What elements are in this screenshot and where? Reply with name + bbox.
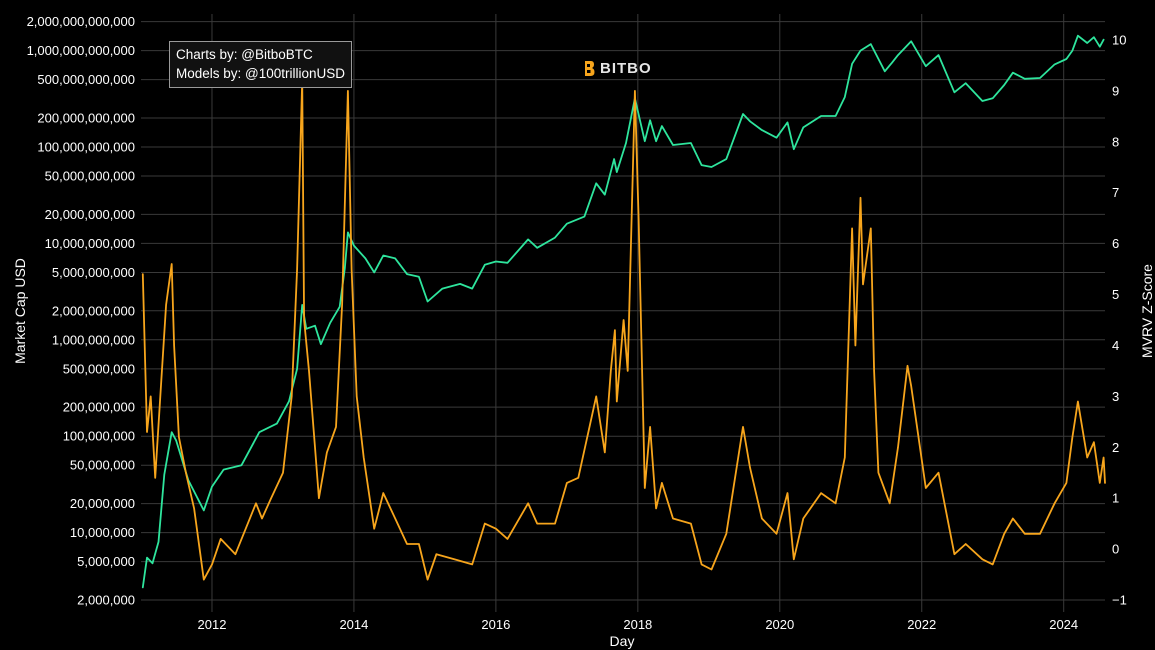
- y-axis-title: Market Cap USD: [12, 258, 28, 364]
- x-tick-label: 2018: [623, 617, 652, 632]
- y2-tick-label: −1: [1112, 593, 1127, 608]
- y-tick-label: 200,000,000,000: [37, 111, 135, 126]
- x-tick-label: 2014: [339, 617, 368, 632]
- models-credit: Models by: @100trillionUSD: [176, 66, 346, 81]
- series-layer: [141, 34, 1106, 589]
- x-tick-label: 2024: [1049, 617, 1078, 632]
- y2-tick-label: 3: [1112, 389, 1119, 404]
- y2-tick-label: 9: [1112, 83, 1119, 98]
- mvrv-z-score-line: [141, 79, 1106, 581]
- bitbo-logo: BITBO: [583, 60, 652, 77]
- y2-tick-label: 5: [1112, 287, 1119, 302]
- credits-box: Charts by: @BitboBTC Models by: @100tril…: [169, 41, 353, 88]
- gridlines: [141, 14, 1105, 612]
- y2-tick-label: 8: [1112, 134, 1119, 149]
- bitbo-logo-icon: [585, 61, 595, 76]
- y-tick-label: 20,000,000,000: [45, 207, 135, 222]
- x-tick-label: 2020: [765, 617, 794, 632]
- x-tick-label: 2022: [907, 617, 936, 632]
- y2-tick-label: 2: [1112, 440, 1119, 455]
- y-tick-label: 50,000,000: [70, 458, 135, 473]
- x-tick-label: 2016: [481, 617, 510, 632]
- market-cap-line: [141, 34, 1105, 589]
- y-tick-label: 500,000,000,000: [37, 72, 135, 87]
- y2-tick-label: 6: [1112, 236, 1119, 251]
- y2-tick-label: 4: [1112, 338, 1119, 353]
- y2-axis-ticks: −1 0 1 2 3 4 5 6 7 8 9 10: [1112, 33, 1127, 608]
- y-tick-label: 10,000,000,000: [45, 236, 135, 251]
- y-tick-label: 2,000,000: [77, 592, 135, 607]
- y2-tick-label: 0: [1112, 542, 1119, 557]
- y-tick-label: 100,000,000: [63, 429, 135, 444]
- y-tick-label: 500,000,000: [63, 361, 135, 376]
- y-tick-label: 10,000,000: [70, 525, 135, 540]
- x-axis-ticks: 2012 2014 2016 2018 2020 2022 2024: [198, 617, 1079, 632]
- y2-axis-title: MVRV Z-Score: [1139, 264, 1155, 358]
- y-tick-label: 100,000,000,000: [37, 140, 135, 155]
- y2-tick-label: 1: [1112, 491, 1119, 506]
- bitbo-logo-text: BITBO: [600, 60, 652, 77]
- y-tick-label: 1,000,000,000,000: [27, 43, 135, 58]
- y-tick-label: 20,000,000: [70, 496, 135, 511]
- y-tick-label: 5,000,000: [77, 554, 135, 569]
- x-axis-title: Day: [610, 633, 635, 649]
- x-tick-label: 2012: [198, 617, 227, 632]
- y-axis-ticks: 2,000,000 5,000,000 10,000,000 20,000,000 50…: [27, 14, 135, 607]
- y-tick-label: 200,000,000: [63, 400, 135, 415]
- y-tick-label: 1,000,000,000: [52, 332, 135, 347]
- y2-tick-label: 10: [1112, 33, 1126, 48]
- y-tick-label: 2,000,000,000: [52, 303, 135, 318]
- charts-credit: Charts by: @BitboBTC: [176, 47, 313, 62]
- y-tick-label: 50,000,000,000: [45, 169, 135, 184]
- y-tick-label: 5,000,000,000: [52, 265, 135, 280]
- y2-tick-label: 7: [1112, 185, 1119, 200]
- y-tick-label: 2,000,000,000,000: [27, 14, 135, 29]
